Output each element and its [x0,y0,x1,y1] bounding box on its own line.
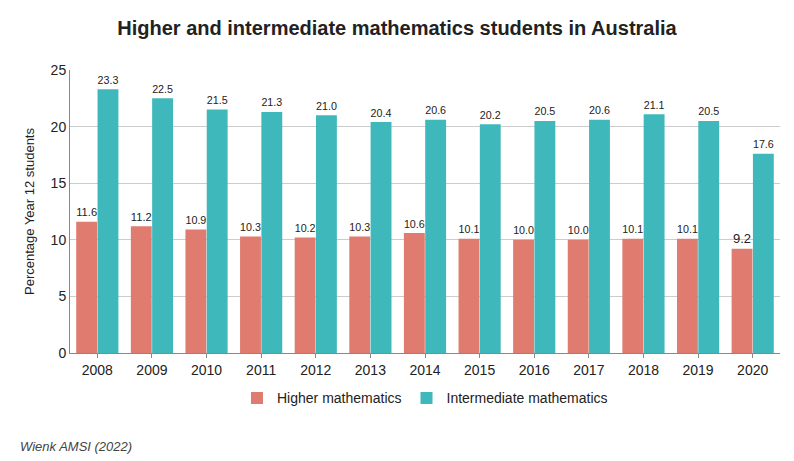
svg-text:10.0: 10.0 [513,224,534,236]
svg-text:21.0: 21.0 [316,100,337,112]
svg-text:11.2: 11.2 [131,211,152,223]
svg-text:20.4: 20.4 [371,107,392,119]
svg-text:2009: 2009 [136,362,167,378]
svg-text:0: 0 [58,345,66,361]
svg-text:15: 15 [51,175,67,191]
svg-text:17.6: 17.6 [753,138,774,150]
svg-text:10.3: 10.3 [349,221,370,233]
svg-text:10.3: 10.3 [240,221,261,233]
svg-text:Higher and intermediate mathem: Higher and intermediate mathematics stud… [117,17,677,39]
svg-text:21.3: 21.3 [261,96,282,108]
svg-text:2013: 2013 [355,362,386,378]
svg-text:10.0: 10.0 [568,224,589,236]
svg-text:2011: 2011 [246,362,276,378]
svg-text:25: 25 [51,62,67,78]
svg-text:2017: 2017 [573,362,604,378]
svg-text:10.6: 10.6 [404,218,425,230]
svg-text:10.9: 10.9 [185,214,206,226]
svg-text:2012: 2012 [300,362,331,378]
svg-text:20.5: 20.5 [698,105,719,117]
svg-text:21.1: 21.1 [644,99,665,111]
svg-text:22.5: 22.5 [152,83,173,95]
svg-text:20.2: 20.2 [480,109,501,121]
svg-text:2008: 2008 [82,362,113,378]
svg-text:Percentage Year 12 students: Percentage Year 12 students [22,128,37,295]
svg-text:20.5: 20.5 [534,105,555,117]
svg-text:10.1: 10.1 [459,223,480,235]
svg-text:2010: 2010 [191,362,222,378]
svg-text:11.6: 11.6 [76,206,97,218]
svg-text:Wienk AMSI (2022): Wienk AMSI (2022) [20,439,132,454]
svg-text:10.1: 10.1 [677,223,698,235]
svg-text:Intermediate mathematics: Intermediate mathematics [447,390,608,406]
svg-text:2020: 2020 [737,362,768,378]
svg-text:2016: 2016 [519,362,550,378]
svg-text:10.2: 10.2 [295,222,316,234]
svg-text:10: 10 [51,232,67,248]
svg-text:23.3: 23.3 [98,74,119,86]
svg-text:Higher mathematics: Higher mathematics [277,390,402,406]
svg-text:20: 20 [51,119,67,135]
svg-text:2019: 2019 [683,362,714,378]
svg-text:10.1: 10.1 [622,223,643,235]
svg-text:2015: 2015 [464,362,495,378]
svg-text:5: 5 [58,288,66,304]
svg-text:21.5: 21.5 [207,94,228,106]
svg-text:20.6: 20.6 [589,104,610,116]
svg-text:2018: 2018 [628,362,659,378]
svg-text:2014: 2014 [409,362,440,378]
svg-text:20.6: 20.6 [425,104,446,116]
svg-text:9.2: 9.2 [733,231,751,246]
